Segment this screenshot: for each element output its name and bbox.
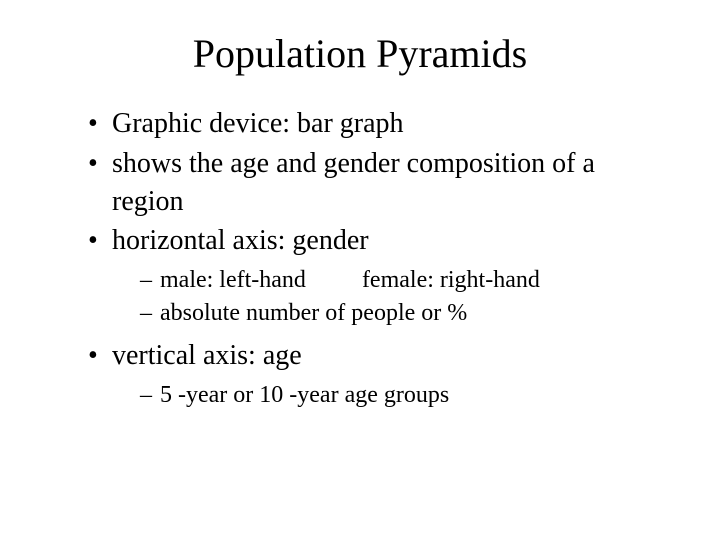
sub-bullet-text-left: male: left-hand [160,267,306,293]
bullet-text: horizontal axis: gender [112,225,369,256]
sub-bullet-item: absolute number of people or % [140,297,660,329]
sub-bullet-text: 5 -year or 10 -year age groups [160,382,449,408]
sub-bullet-item: 5 -year or 10 -year age groups [140,379,660,411]
bullet-item: Graphic device: bar graph [88,105,660,143]
bullet-item: horizontal axis: gender male: left-hand f… [88,222,660,329]
sub-bullet-text: absolute number of people or % [160,300,467,326]
slide: Population Pyramids Graphic device: bar … [0,0,720,540]
bullet-list: Graphic device: bar graph shows the age … [60,105,660,411]
sub-bullet-list: male: left-hand female: right-hand absolu… [112,264,660,329]
bullet-text: Graphic device: bar graph [112,108,404,139]
sub-bullet-list: 5 -year or 10 -year age groups [112,379,660,411]
bullet-text: vertical axis: age [112,340,302,371]
slide-title: Population Pyramids [60,30,660,77]
sub-bullet-item: male: left-hand female: right-hand [140,264,660,296]
sub-bullet-text-right: female: right-hand [362,267,540,293]
bullet-text: shows the age and gender composition of … [112,148,595,217]
bullet-item: vertical axis: age 5 -year or 10 -year a… [88,337,660,411]
bullet-item: shows the age and gender composition of … [88,145,660,221]
